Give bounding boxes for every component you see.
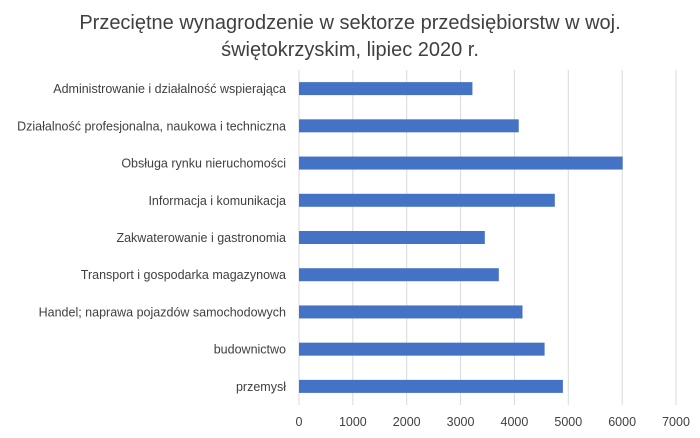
bar <box>299 305 523 319</box>
category-label: Transport i gospodarka magazynowa <box>81 268 286 282</box>
x-tick-label: 4000 <box>501 415 529 429</box>
category-label: budownictwo <box>214 343 286 357</box>
x-tick-label: 3000 <box>447 415 475 429</box>
bar <box>299 231 485 244</box>
category-label: Działalność profesjonalna, naukowa i tec… <box>17 119 286 133</box>
category-label: Handel; naprawa pojazdów samochodowych <box>39 305 286 319</box>
x-tick-label: 5000 <box>554 415 582 429</box>
category-label: Informacja i komunikacja <box>148 194 286 208</box>
category-label: Obsługa rynku nieruchomości <box>121 157 286 171</box>
chart-title: Przeciętne wynagrodzenie w sektorze prze… <box>0 10 700 64</box>
bar <box>299 268 499 282</box>
category-label: Zakwaterowanie i gastronomia <box>116 231 286 245</box>
bar <box>299 379 563 393</box>
category-label: Administrowanie i działalność wspierając… <box>53 82 286 96</box>
chart-title-line-1: Przeciętne wynagrodzenie w sektorze prze… <box>79 12 621 34</box>
x-tick-label: 2000 <box>393 415 421 429</box>
x-tick-label: 7000 <box>662 415 690 429</box>
bar <box>299 82 473 96</box>
x-tick-label: 0 <box>296 415 303 429</box>
chart-title-line-2: świętokrzyskim, lipiec 2020 r. <box>221 39 479 61</box>
bar <box>299 156 623 170</box>
x-tick-label: 6000 <box>608 415 636 429</box>
bar <box>299 193 555 207</box>
x-tick-label: 1000 <box>339 415 367 429</box>
bar <box>299 342 545 356</box>
category-label: przemysł <box>236 380 286 394</box>
bar <box>299 119 519 133</box>
